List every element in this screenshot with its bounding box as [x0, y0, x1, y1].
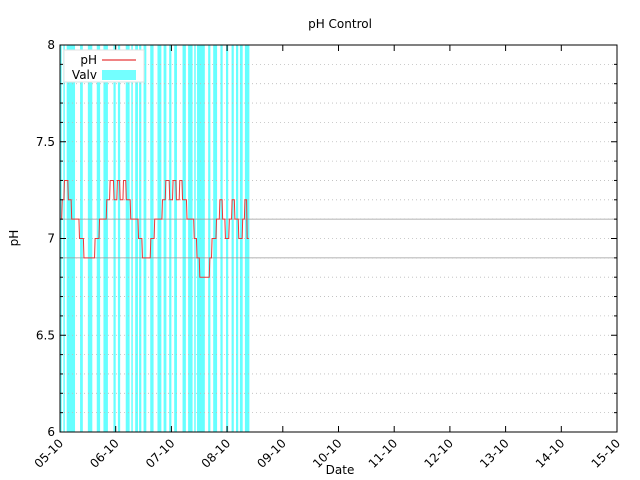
x-tick-label: 05-10 [32, 436, 67, 471]
valv-bar [87, 45, 93, 432]
valv-bar [236, 45, 239, 432]
valv-bar [117, 45, 121, 432]
x-tick-label: 15-10 [589, 436, 624, 471]
y-axis-ticks: 6 6.5 7 7.5 8 [36, 38, 617, 439]
x-tick-label: 08-10 [199, 436, 234, 471]
x-tick-label: 14-10 [533, 436, 568, 471]
x-tick-label: 09-10 [254, 436, 289, 471]
valv-bar [125, 45, 130, 432]
x-tick-label: 12-10 [421, 436, 456, 471]
legend-swatch-valv [102, 70, 136, 80]
reference-lines [60, 218, 617, 259]
valv-bar [174, 45, 177, 432]
y-tick-label: 6 [47, 425, 55, 439]
y-tick-label: 8 [47, 38, 55, 52]
x-tick-label: 06-10 [87, 436, 122, 471]
ph-series [60, 179, 249, 278]
legend-label-ph: pH [80, 53, 97, 67]
valv-bar [188, 45, 193, 432]
ph-line [60, 179, 249, 278]
x-axis-label: Date [326, 463, 355, 477]
y-tick-label: 7 [47, 232, 55, 246]
valv-bar [66, 45, 76, 432]
x-tick-label: 11-10 [366, 436, 401, 471]
valv-bar [113, 45, 116, 432]
legend-label-valv: Valv [72, 68, 97, 82]
legend: pH Valv [63, 49, 145, 83]
y-tick-label: 7.5 [36, 135, 55, 149]
x-tick-label: 07-10 [143, 436, 178, 471]
valv-bar [157, 45, 162, 432]
valv-bar [220, 45, 223, 432]
valv-bar [169, 45, 172, 432]
valv-bar [208, 45, 211, 432]
y-axis-label: pH [7, 230, 21, 247]
chart-title: pH Control [308, 17, 372, 31]
x-tick-label: 13-10 [477, 436, 512, 471]
valv-bar [103, 45, 108, 432]
y-tick-label: 6.5 [36, 328, 55, 342]
